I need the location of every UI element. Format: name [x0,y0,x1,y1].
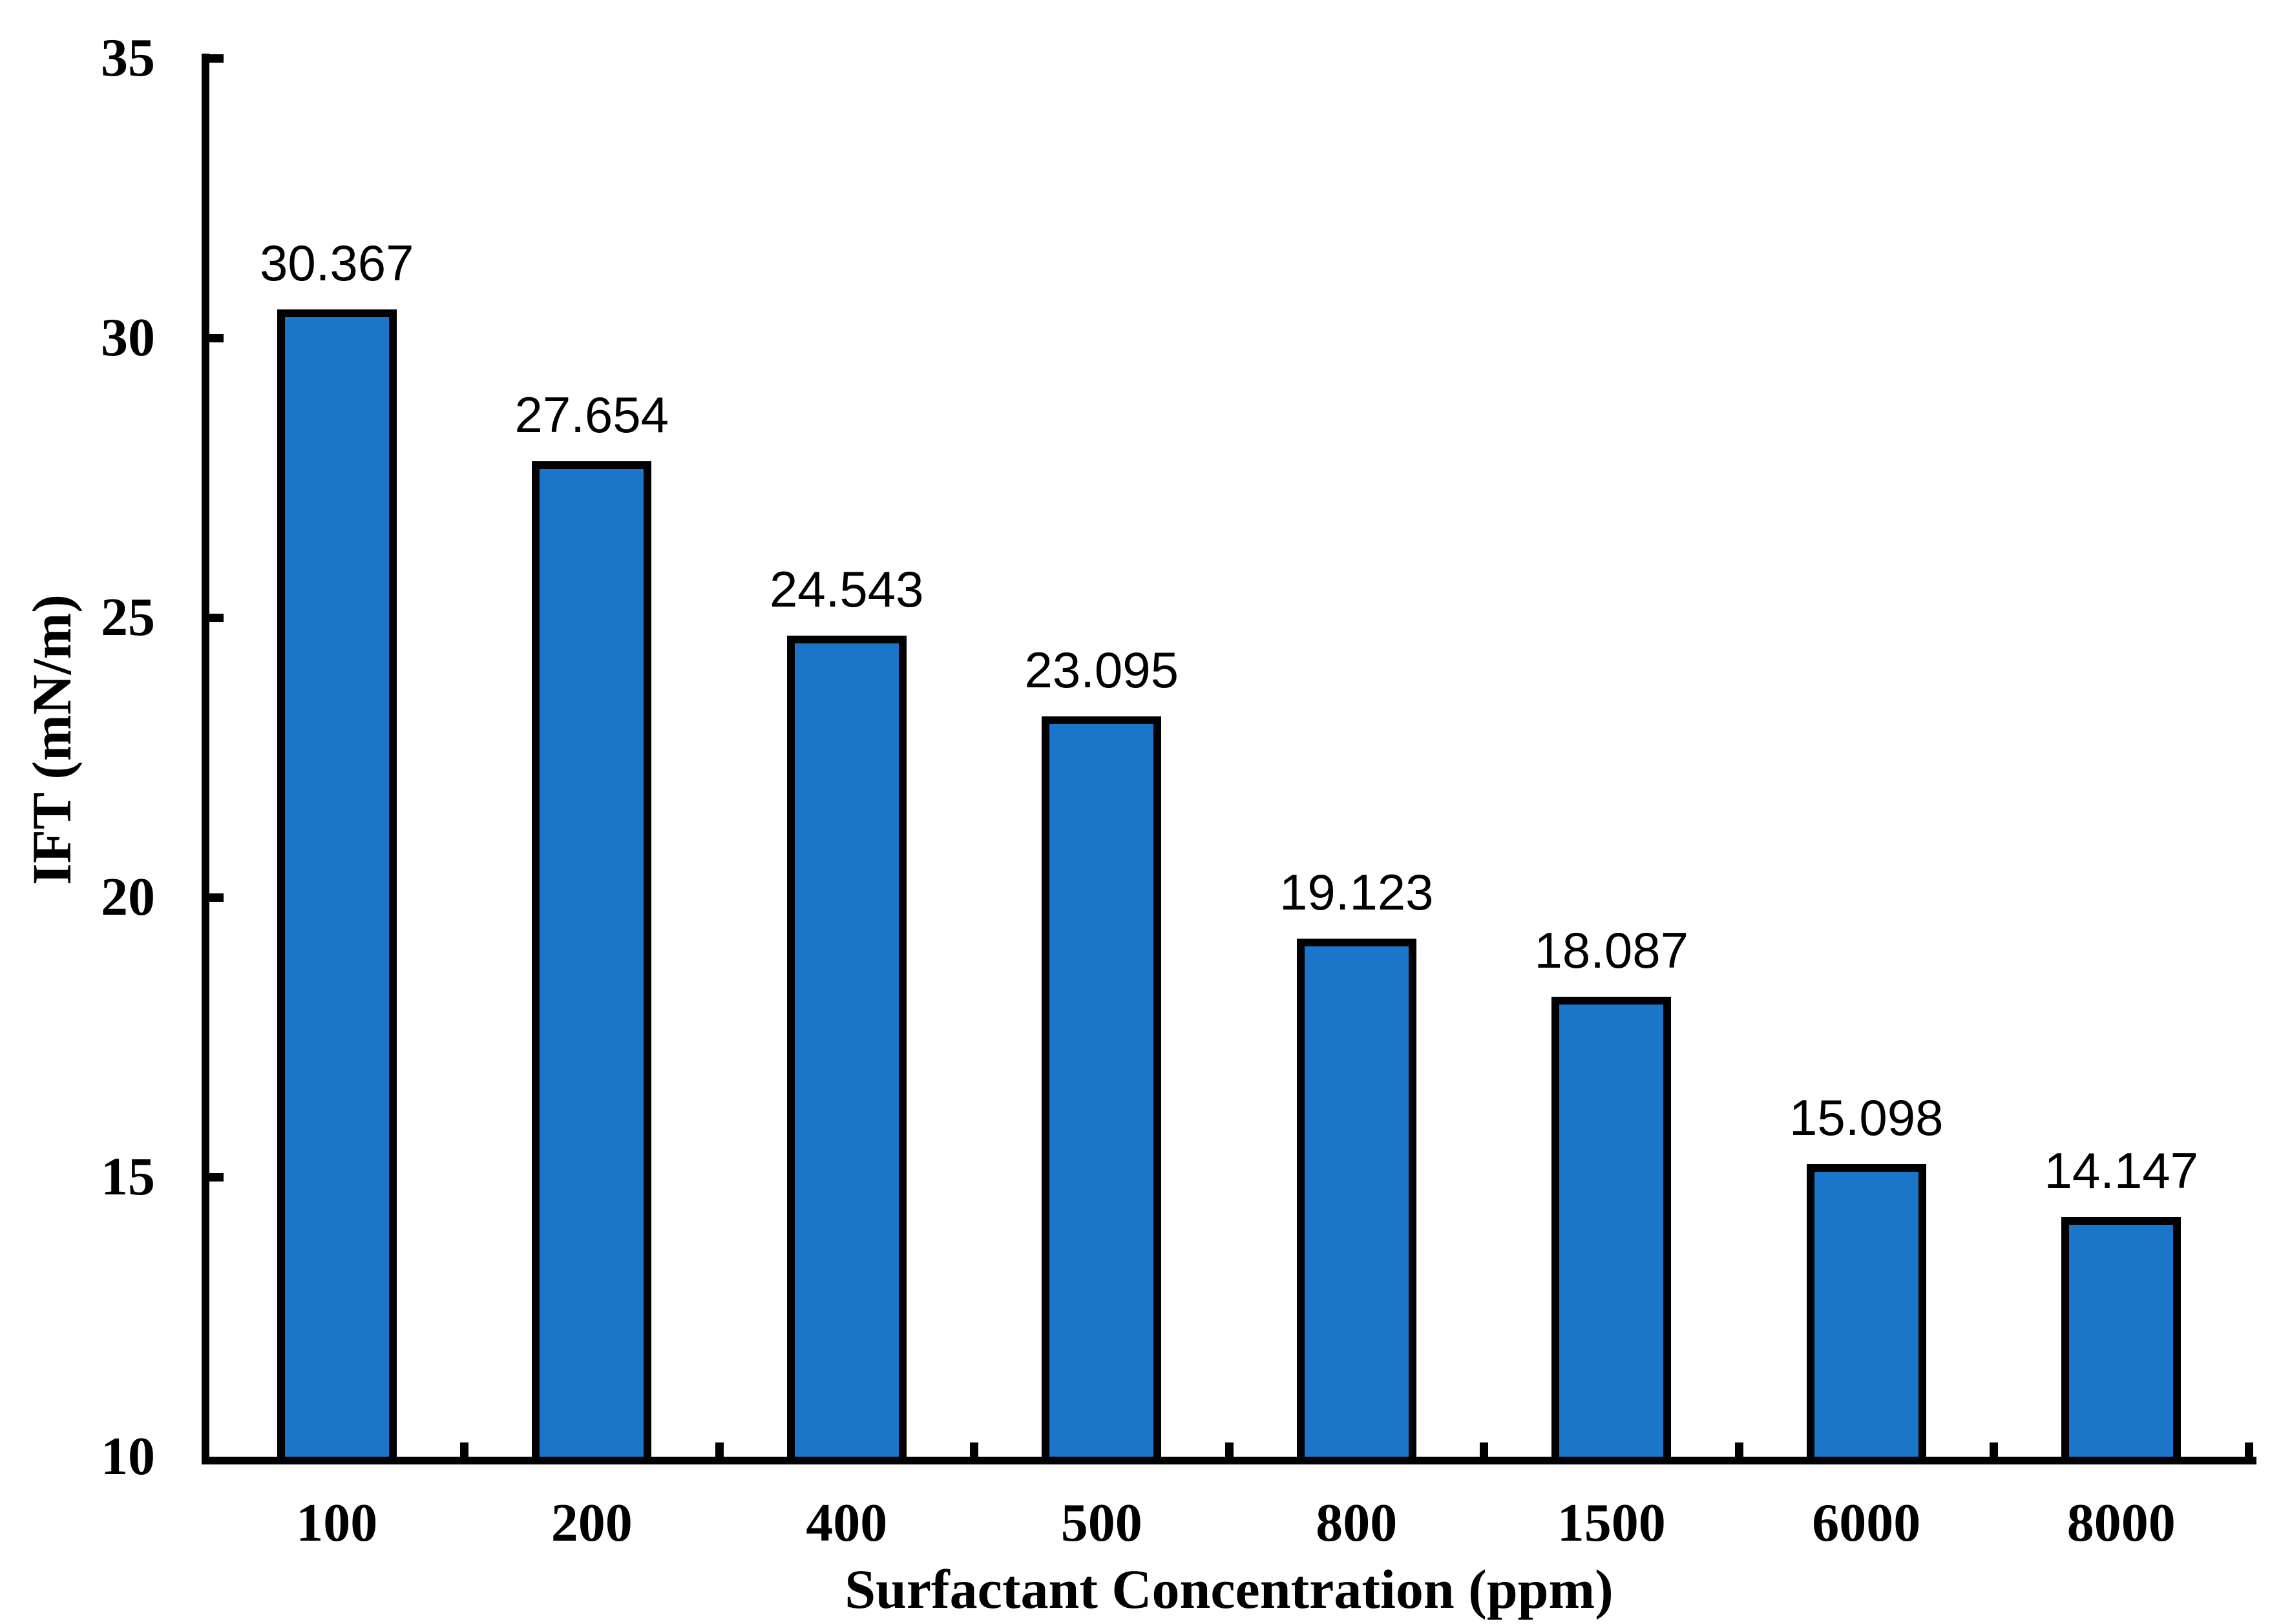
y-tick-label: 20 [101,867,155,927]
x-tick [1990,1442,1998,1457]
y-tick [209,1172,224,1182]
bar-value-label: 18.087 [1534,921,1689,979]
y-tick-label: 15 [101,1147,155,1207]
x-tick [1225,1442,1234,1457]
bar [1296,938,1416,1457]
x-category-label: 500 [1060,1493,1142,1553]
bar [2061,1216,2181,1457]
bar [1042,716,1162,1457]
x-category-label: 100 [296,1493,378,1553]
bar [277,309,397,1457]
x-tick [460,1442,468,1457]
bar-value-label: 24.543 [769,560,924,618]
bar-value-label: 30.367 [259,234,414,292]
bar-value-label: 23.095 [1024,641,1179,698]
x-tick [2244,1442,2253,1457]
bar [786,635,907,1457]
bar [1551,996,1672,1457]
y-tick [209,333,224,342]
bar [532,461,652,1457]
x-tick [715,1442,724,1457]
bar-value-label: 27.654 [514,386,669,444]
bar-value-label: 14.147 [2044,1141,2199,1199]
x-category-label: 400 [806,1493,888,1553]
x-category-label: 8000 [2066,1493,2176,1553]
y-tick [209,54,224,63]
bar [1806,1163,1926,1457]
bar-value-label: 15.098 [1789,1088,1944,1146]
y-axis-line [202,54,209,1464]
x-tick [1734,1442,1743,1457]
y-tick-label: 30 [101,307,155,368]
y-tick [209,613,224,622]
x-axis-title: Surfactant Concentration (ppm) [845,1558,1614,1620]
x-category-label: 200 [551,1493,633,1553]
x-category-label: 6000 [1812,1493,1921,1553]
x-tick [970,1442,978,1457]
x-category-label: 1500 [1557,1493,1666,1553]
x-axis-line [202,1457,2256,1464]
x-category-label: 800 [1316,1493,1398,1553]
y-tick-label: 25 [101,587,155,647]
y-tick-label: 35 [101,28,155,88]
y-tick [209,893,224,902]
x-tick [1480,1442,1488,1457]
y-tick-label: 10 [101,1426,155,1486]
bar-value-label: 19.123 [1279,863,1434,921]
